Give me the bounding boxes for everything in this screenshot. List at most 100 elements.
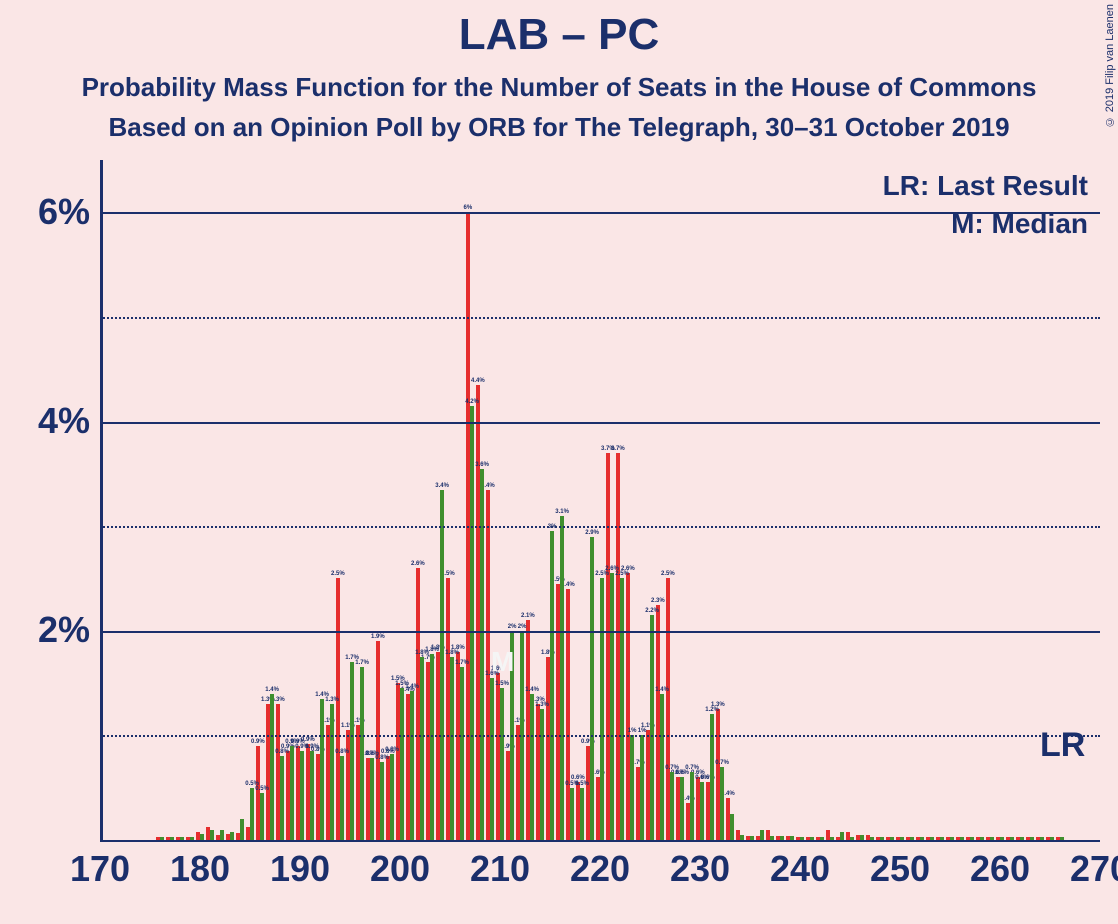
bar-value-label: 2.5% bbox=[331, 571, 345, 577]
bar-green bbox=[1000, 837, 1004, 840]
bar-value-label: 3.6% bbox=[475, 462, 489, 468]
x-axis-label: 200 bbox=[370, 848, 430, 890]
bar-green bbox=[860, 835, 864, 840]
bar-green bbox=[670, 772, 674, 840]
bar-green bbox=[500, 688, 504, 840]
bar-green bbox=[820, 837, 824, 840]
bar-value-label: 1.8% bbox=[425, 647, 439, 653]
bar-green bbox=[340, 756, 344, 840]
bar-green bbox=[870, 837, 874, 840]
gridline-major bbox=[100, 631, 1100, 633]
bar-green bbox=[570, 788, 574, 840]
bar-green bbox=[410, 691, 414, 840]
bar-green bbox=[910, 837, 914, 840]
last-result-marker: LR bbox=[1040, 726, 1085, 765]
bar-green bbox=[720, 767, 724, 840]
bar-value-label: 0.8% bbox=[335, 749, 349, 755]
bar-green bbox=[420, 657, 424, 840]
bar-value-label: 0.9% bbox=[301, 737, 315, 743]
bar-value-label: 3.1% bbox=[555, 509, 569, 515]
bar-green bbox=[960, 837, 964, 840]
bar-value-label: 1% bbox=[638, 728, 647, 734]
bar-value-label: 2.1% bbox=[521, 613, 535, 619]
bar-value-label: 1.4% bbox=[405, 684, 419, 690]
chart-subtitle-2: Based on an Opinion Poll by ORB for The … bbox=[0, 112, 1118, 143]
bar-value-label: 2.5% bbox=[615, 571, 629, 577]
bar-value-label: 2.5% bbox=[661, 571, 675, 577]
bar-green bbox=[380, 762, 384, 840]
bar-green bbox=[850, 837, 854, 840]
bar-green bbox=[830, 837, 834, 840]
bar-green bbox=[190, 837, 194, 840]
bar-green bbox=[270, 694, 274, 840]
bar-green bbox=[990, 837, 994, 840]
bar-green bbox=[230, 832, 234, 840]
bar-value-label: 1.7% bbox=[455, 660, 469, 666]
bar-green bbox=[1010, 837, 1014, 840]
bar-green bbox=[220, 830, 224, 840]
bar-value-label: 0.7% bbox=[685, 765, 699, 771]
bar-value-label: 1.4% bbox=[525, 687, 539, 693]
x-axis-label: 250 bbox=[870, 848, 930, 890]
bar-value-label: 4.4% bbox=[471, 378, 485, 384]
bar-green bbox=[590, 537, 594, 840]
bar-green bbox=[890, 837, 894, 840]
y-axis-label: 6% bbox=[10, 191, 90, 233]
bar-green bbox=[540, 709, 544, 840]
bar-green bbox=[610, 573, 614, 840]
bar-green bbox=[600, 578, 604, 840]
bar-green bbox=[770, 836, 774, 840]
bar-value-label: 0.8% bbox=[385, 747, 399, 753]
plot-area: 0.9%1.3%1.3%0.9%0.9%0.9%0.8%1.1%2.5%1.1%… bbox=[100, 160, 1100, 840]
bar-green bbox=[690, 772, 694, 840]
gridline-minor bbox=[100, 526, 1100, 528]
bar-green bbox=[880, 837, 884, 840]
bar-value-label: 2.9% bbox=[585, 530, 599, 536]
bar-green bbox=[400, 688, 404, 840]
bar-green bbox=[900, 837, 904, 840]
bar-green bbox=[660, 694, 664, 840]
bar-green bbox=[1040, 837, 1044, 840]
bar-green bbox=[1020, 837, 1024, 840]
gridline-major bbox=[100, 422, 1100, 424]
bar-value-label: 0.9% bbox=[251, 739, 265, 745]
x-axis-label: 240 bbox=[770, 848, 830, 890]
bar-green bbox=[170, 837, 174, 840]
x-axis-label: 190 bbox=[270, 848, 330, 890]
bar-green bbox=[810, 837, 814, 840]
x-axis-label: 220 bbox=[570, 848, 630, 890]
bar-green bbox=[250, 788, 254, 840]
bar-green bbox=[1030, 837, 1034, 840]
bar-value-label: 0.8% bbox=[275, 749, 289, 755]
bar-value-label: 2.3% bbox=[651, 598, 665, 604]
x-axis-label: 210 bbox=[470, 848, 530, 890]
bar-green bbox=[300, 751, 304, 840]
chart-title: LAB – PC bbox=[0, 10, 1118, 60]
bar-value-label: 1.4% bbox=[655, 687, 669, 693]
bar-value-label: 0.7% bbox=[715, 760, 729, 766]
bar-green bbox=[1060, 837, 1064, 840]
bar-green bbox=[750, 836, 754, 840]
bar-green bbox=[980, 837, 984, 840]
bar-green bbox=[930, 837, 934, 840]
bar-green bbox=[450, 657, 454, 840]
bar-green bbox=[920, 837, 924, 840]
bar-green bbox=[210, 830, 214, 840]
x-axis-baseline bbox=[100, 840, 1100, 842]
bar-green bbox=[320, 699, 324, 840]
bar-value-label: 6% bbox=[464, 205, 473, 211]
bar-value-label: 1% bbox=[628, 728, 637, 734]
median-marker: M bbox=[491, 646, 514, 678]
bar-green bbox=[630, 735, 634, 840]
bar-green bbox=[370, 758, 374, 840]
bar-green bbox=[950, 837, 954, 840]
bar-value-label: 1.4% bbox=[265, 687, 279, 693]
gridline-minor bbox=[100, 735, 1100, 737]
bar-value-label: 0.8% bbox=[375, 755, 389, 761]
y-axis-label: 2% bbox=[10, 609, 90, 651]
bar-value-label: 1.2% bbox=[705, 707, 719, 713]
bar-green bbox=[180, 837, 184, 840]
bar-green bbox=[640, 735, 644, 840]
bar-green bbox=[490, 678, 494, 840]
bar-green bbox=[620, 578, 624, 840]
